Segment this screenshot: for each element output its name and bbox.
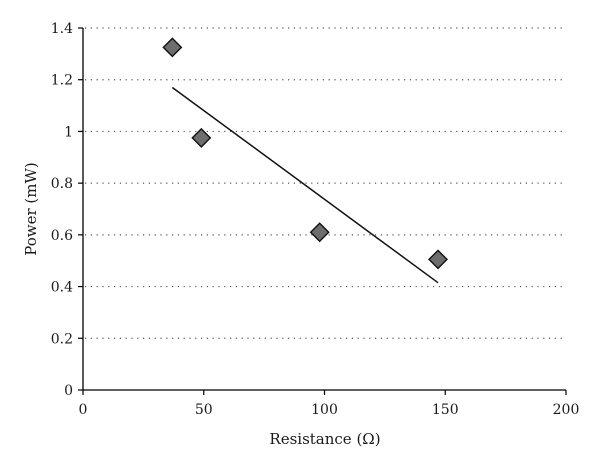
x-tick-label: 0 [79,402,88,418]
data-points [162,37,448,270]
y-tick-label: 1.2 [51,73,73,89]
y-tick-label: 1.4 [51,21,73,37]
y-tick-label: 0 [64,383,73,399]
y-axis-label: Power (mW) [22,162,40,256]
axes [82,28,566,391]
x-tick-label: 150 [432,402,459,418]
ticks: 0 0.2 0.4 0.6 0.8 1 1.2 1.4 0 50 100 150 200 [51,21,580,418]
x-axis-label: Resistance (Ω) [269,430,380,448]
trendline-group [171,86,439,284]
y-tick-label: 0.2 [51,331,73,347]
y-tick-label: 0.4 [51,280,73,296]
data-point [428,249,448,270]
data-point [309,222,330,243]
data-point [191,127,212,148]
x-tick-label: 50 [195,402,213,418]
x-tick-label: 200 [553,402,580,418]
grid-lines [85,27,566,339]
y-tick-label: 0.6 [51,228,73,244]
x-tick-label: 100 [311,402,338,418]
y-tick-label: 0.8 [51,176,73,192]
data-point [162,37,183,58]
trendline [171,86,439,284]
y-tick-label: 1 [64,124,73,140]
